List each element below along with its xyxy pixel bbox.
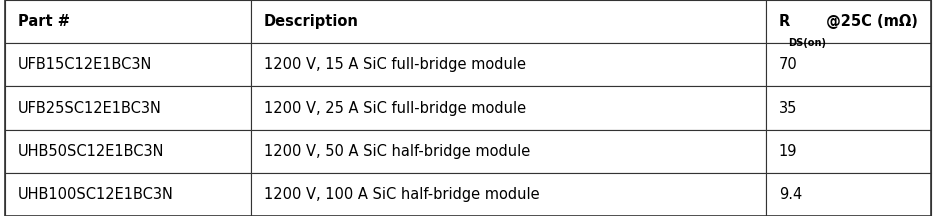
Text: R: R xyxy=(779,14,790,29)
Bar xyxy=(766,86,931,130)
Bar xyxy=(766,43,931,86)
Bar xyxy=(251,86,766,130)
Bar xyxy=(766,173,931,216)
Text: UFB25SC12E1BC3N: UFB25SC12E1BC3N xyxy=(18,100,162,116)
Bar xyxy=(5,86,251,130)
Text: 1200 V, 15 A SiC full-bridge module: 1200 V, 15 A SiC full-bridge module xyxy=(264,57,526,72)
Bar xyxy=(251,43,766,86)
Bar xyxy=(251,0,766,43)
Text: 1200 V, 50 A SiC half-bridge module: 1200 V, 50 A SiC half-bridge module xyxy=(264,144,530,159)
Bar xyxy=(5,130,251,173)
Bar xyxy=(251,130,766,173)
Text: UHB100SC12E1BC3N: UHB100SC12E1BC3N xyxy=(18,187,174,202)
Text: 35: 35 xyxy=(779,100,797,116)
Bar xyxy=(766,130,931,173)
Text: UFB15C12E1BC3N: UFB15C12E1BC3N xyxy=(18,57,153,72)
Bar xyxy=(5,173,251,216)
Text: 1200 V, 25 A SiC full-bridge module: 1200 V, 25 A SiC full-bridge module xyxy=(264,100,526,116)
Text: 1200 V, 100 A SiC half-bridge module: 1200 V, 100 A SiC half-bridge module xyxy=(264,187,539,202)
Text: UHB50SC12E1BC3N: UHB50SC12E1BC3N xyxy=(18,144,165,159)
Text: 19: 19 xyxy=(779,144,797,159)
Bar xyxy=(5,43,251,86)
Text: Part #: Part # xyxy=(18,14,70,29)
Text: DS(on): DS(on) xyxy=(788,38,826,48)
Bar xyxy=(251,173,766,216)
Text: 9.4: 9.4 xyxy=(779,187,802,202)
Bar xyxy=(5,0,251,43)
Text: 70: 70 xyxy=(779,57,797,72)
Bar xyxy=(766,0,931,43)
Text: @25C (mΩ): @25C (mΩ) xyxy=(821,14,918,29)
Text: Description: Description xyxy=(264,14,358,29)
